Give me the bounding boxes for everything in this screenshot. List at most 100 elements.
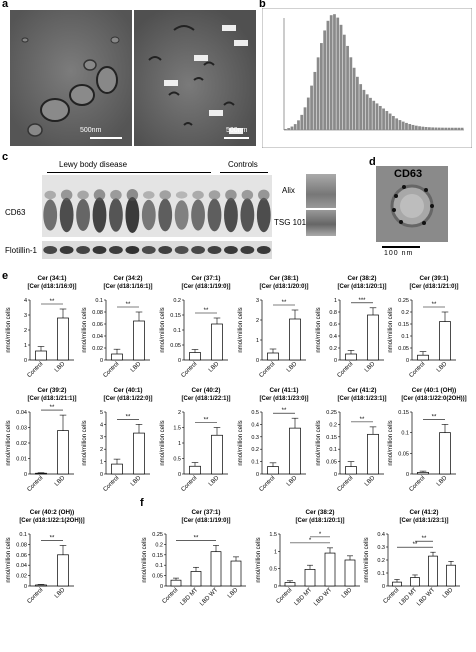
- histogram-bin: [401, 121, 405, 130]
- blot-band-cd63: [92, 197, 107, 233]
- chart-title: Cer (40:1): [113, 387, 142, 394]
- histogram-bin: [392, 115, 395, 130]
- significance-stars: **: [413, 542, 418, 548]
- histogram-bin: [434, 127, 438, 130]
- histogram-bin: [460, 127, 464, 130]
- bar: [289, 427, 301, 475]
- y-tick-label: 0.06: [92, 322, 103, 328]
- bar: [410, 577, 420, 587]
- blot-smear-cd63: [241, 189, 254, 201]
- blot-band-flotillin: [158, 246, 173, 254]
- blot-band-flotillin: [141, 246, 156, 254]
- y-tick-label: 0.02: [92, 346, 103, 352]
- chart-title: Cer (38:2): [305, 509, 334, 516]
- y-tick-label: 0.2: [329, 346, 337, 352]
- histogram-bin: [375, 103, 379, 130]
- bar: [439, 432, 451, 475]
- y-tick-label: 0.1: [401, 431, 409, 437]
- chart-subtitle: [Cer (d18:1/22:0)]: [103, 396, 152, 402]
- histogram-bin: [365, 94, 369, 130]
- bar: [133, 320, 145, 361]
- panel-label-a: a: [2, 0, 9, 10]
- histogram-bin: [450, 127, 454, 130]
- y-axis-label: nmol/million cells: [364, 537, 370, 582]
- y-axis-label: nmol/million cells: [316, 307, 322, 352]
- category-label: LBD: [208, 361, 221, 374]
- y-tick-label: 0.05: [152, 574, 163, 580]
- category-label: LBD: [54, 475, 67, 488]
- bar: [111, 353, 123, 361]
- panel-label-f: f: [140, 497, 144, 509]
- y-tick-label: 0.05: [170, 343, 181, 349]
- y-tick-label: 0.2: [251, 447, 259, 453]
- category-label: Control: [180, 475, 198, 493]
- chart-title: Cer (41:2): [409, 509, 438, 516]
- bar: [304, 569, 316, 587]
- blot-band-cd63: [256, 197, 271, 233]
- y-tick-label: 4: [24, 298, 27, 304]
- category-label: Control: [336, 475, 354, 493]
- y-tick-label: 0: [382, 584, 385, 590]
- y-tick-label: 0.15: [152, 553, 163, 559]
- scale-bar-left: 500nm: [80, 127, 102, 134]
- histogram-bin: [362, 89, 366, 130]
- blot-smear-cd63: [110, 189, 122, 201]
- bar-chart: Cer (38:2) [Cer (d18:1/20:1)] nmol/million…: [316, 275, 387, 379]
- y-tick-label: 1.5: [269, 532, 277, 538]
- bar: [417, 471, 429, 475]
- significance-stars: **: [432, 414, 437, 420]
- histogram-bin: [428, 127, 431, 130]
- chart-subtitle: [Cer (d18:1/19:0)]: [181, 518, 230, 524]
- blot-band-flotillin: [43, 246, 58, 254]
- significance-stars: **: [422, 536, 427, 542]
- bar-chart: Cer (38:2) [Cer (d18:1/20:1)] nmol/million…: [256, 509, 360, 607]
- blot-band-flotillin: [76, 246, 90, 254]
- y-tick-label: 0.04: [16, 563, 27, 569]
- bar-chart: Cer (40:1 (OH)) [Cer (d18:1/22:0(2OH))] nm…: [388, 387, 467, 493]
- category-label: LBD: [130, 361, 143, 374]
- blot-smear-cd63: [225, 189, 237, 201]
- category-label: LBD: [227, 587, 240, 600]
- chart-subtitle: [Cer (d18:1/20:1)]: [337, 284, 386, 290]
- y-tick-label: 0.1: [95, 298, 103, 304]
- y-tick-label: 0.15: [170, 313, 181, 319]
- em-image-left: 500nm: [10, 10, 132, 146]
- y-tick-label: 0.04: [92, 334, 103, 340]
- category-label: LBD: [442, 587, 455, 600]
- y-tick-label: 0: [160, 584, 163, 590]
- y-axis-label: nmol/million cells: [6, 537, 12, 582]
- bar: [57, 430, 69, 475]
- histogram-bin: [385, 111, 389, 130]
- significance-stars: **: [282, 408, 287, 414]
- histogram-bin: [408, 124, 412, 130]
- bar: [344, 559, 356, 587]
- group-label-lbd: Lewy body disease: [59, 160, 128, 169]
- category-label: LBD WT: [416, 587, 437, 608]
- em-vesicles-left: [10, 10, 132, 146]
- category-label: Control: [26, 475, 44, 493]
- bar: [267, 352, 279, 361]
- bar: [230, 560, 242, 587]
- category-label: Control: [102, 361, 120, 379]
- bar: [289, 318, 301, 361]
- category-label: Control: [258, 475, 276, 493]
- histogram-bin: [382, 108, 385, 130]
- y-tick-label: 0.25: [398, 298, 409, 304]
- category-label: LBD: [208, 475, 221, 488]
- category-label: Control: [26, 587, 44, 605]
- y-tick-label: 0.1: [377, 571, 385, 577]
- histogram-bin: [297, 120, 300, 130]
- y-tick-label: 0.2: [329, 422, 337, 428]
- y-tick-label: 3: [24, 313, 27, 319]
- chart-title: Cer (34:1): [37, 275, 66, 282]
- label-tsg101: TSG 101: [274, 218, 307, 227]
- y-tick-label: 0.03: [16, 426, 27, 432]
- bar: [210, 551, 222, 587]
- y-tick-label: 0.4: [377, 532, 385, 538]
- bar: [211, 434, 223, 475]
- category-label: LBD: [286, 361, 299, 374]
- y-tick-label: 0.2: [401, 310, 409, 316]
- blot-band-cd63: [43, 199, 58, 231]
- y-tick-label: 1: [274, 549, 277, 555]
- histogram-bin: [414, 125, 418, 130]
